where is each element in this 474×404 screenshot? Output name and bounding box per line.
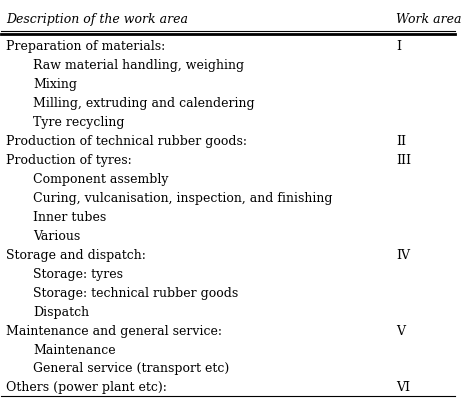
Text: Work area: Work area (396, 13, 461, 26)
Text: VI: VI (396, 381, 410, 394)
Text: Preparation of materials:: Preparation of materials: (6, 40, 165, 53)
Text: Tyre recycling: Tyre recycling (33, 116, 125, 129)
Text: III: III (396, 154, 411, 167)
Text: Description of the work area: Description of the work area (6, 13, 188, 26)
Text: II: II (396, 135, 406, 148)
Text: I: I (396, 40, 401, 53)
Text: Maintenance: Maintenance (33, 343, 116, 356)
Text: Others (power plant etc):: Others (power plant etc): (6, 381, 167, 394)
Text: Production of tyres:: Production of tyres: (6, 154, 132, 167)
Text: Component assembly: Component assembly (33, 173, 169, 186)
Text: Storage: technical rubber goods: Storage: technical rubber goods (33, 286, 238, 300)
Text: Mixing: Mixing (33, 78, 77, 91)
Text: Raw material handling, weighing: Raw material handling, weighing (33, 59, 244, 72)
Text: Maintenance and general service:: Maintenance and general service: (6, 324, 222, 338)
Text: Inner tubes: Inner tubes (33, 211, 106, 224)
Text: Various: Various (33, 230, 81, 243)
Text: Storage: tyres: Storage: tyres (33, 268, 123, 281)
Text: V: V (396, 324, 405, 338)
Text: Storage and dispatch:: Storage and dispatch: (6, 249, 146, 262)
Text: Production of technical rubber goods:: Production of technical rubber goods: (6, 135, 247, 148)
Text: General service (transport etc): General service (transport etc) (33, 362, 229, 375)
Text: Curing, vulcanisation, inspection, and finishing: Curing, vulcanisation, inspection, and f… (33, 192, 333, 205)
Text: Milling, extruding and calendering: Milling, extruding and calendering (33, 97, 255, 110)
Text: Dispatch: Dispatch (33, 305, 89, 319)
Text: IV: IV (396, 249, 410, 262)
